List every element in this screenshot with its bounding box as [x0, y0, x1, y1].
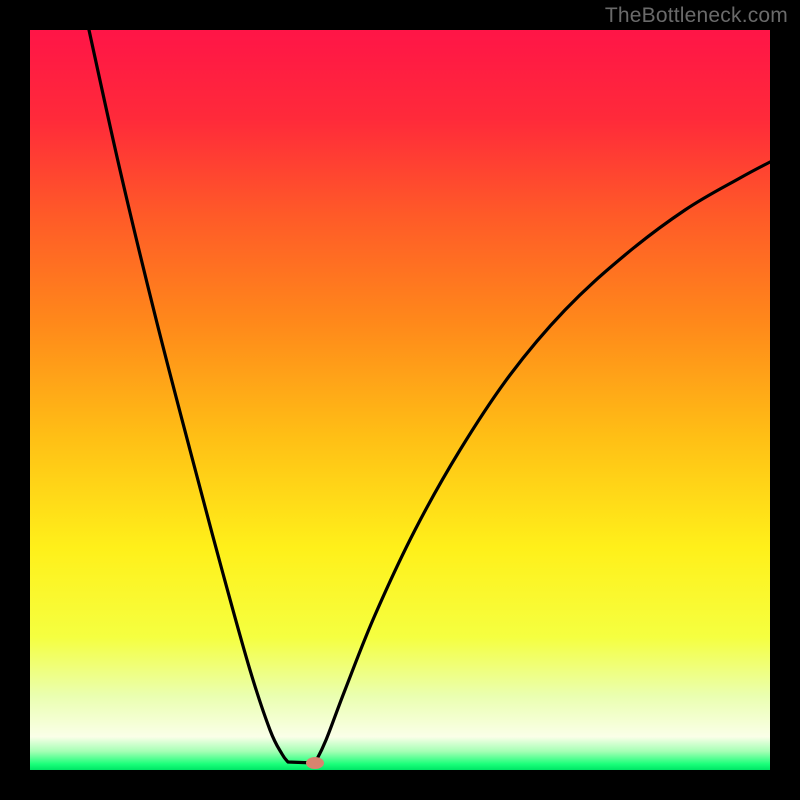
- optimal-point-marker: [306, 757, 324, 769]
- bottleneck-curve: [30, 30, 770, 770]
- plot-area: [30, 30, 770, 770]
- watermark-text: TheBottleneck.com: [605, 4, 788, 28]
